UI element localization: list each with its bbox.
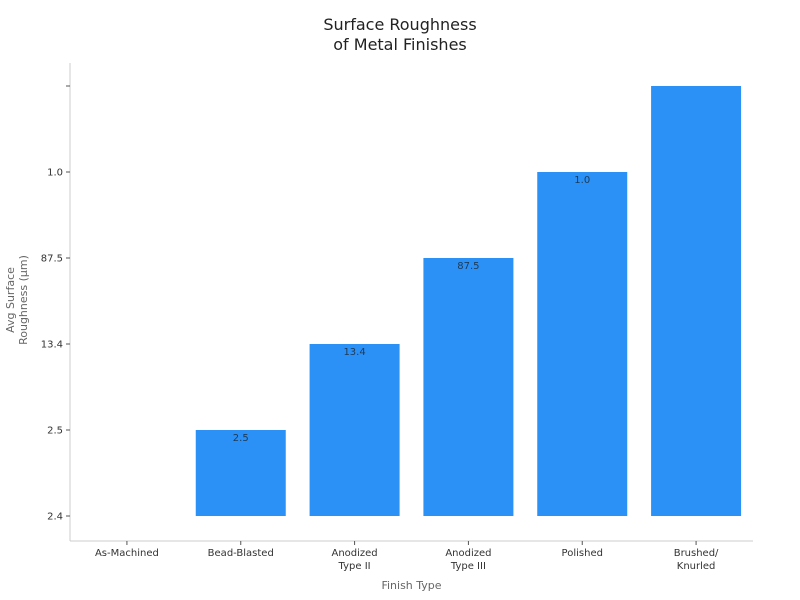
x-tick-label: Anodized [331, 548, 377, 559]
bar [423, 258, 514, 516]
bar [309, 344, 400, 516]
bar-value-label: 1.0 [574, 175, 590, 186]
y-tick-label: 13.4 [41, 340, 63, 351]
bar [195, 430, 286, 516]
y-tick-label: 2.5 [47, 426, 63, 437]
bar-value-label: 87.5 [457, 261, 479, 272]
chart-title-line-1: Surface Roughness [323, 15, 477, 34]
bar [651, 86, 742, 516]
y-tick-label: 1.0 [47, 168, 63, 179]
bar [537, 172, 628, 516]
y-tick-label: 2.4 [47, 512, 63, 523]
x-tick-label: Knurled [677, 561, 716, 572]
x-tick-label: As-Machined [95, 548, 159, 559]
x-tick-label: Anodized [445, 548, 491, 559]
bar-value-label: 13.4 [343, 347, 365, 358]
x-tick-label: Type III [450, 561, 486, 572]
x-axis-label: Finish Type [381, 579, 442, 592]
chart-title-line-2: of Metal Finishes [333, 35, 467, 54]
bar-value-label: 2.5 [233, 433, 249, 444]
x-tick-label: Brushed/ [674, 548, 719, 559]
chart-title: Surface Roughness of Metal Finishes [0, 15, 800, 55]
x-tick-label: Type II [338, 561, 371, 572]
x-tick-label: Polished [562, 548, 603, 559]
y-tick-label: 87.5 [41, 254, 63, 265]
x-tick-label: Bead-Blasted [208, 548, 274, 559]
